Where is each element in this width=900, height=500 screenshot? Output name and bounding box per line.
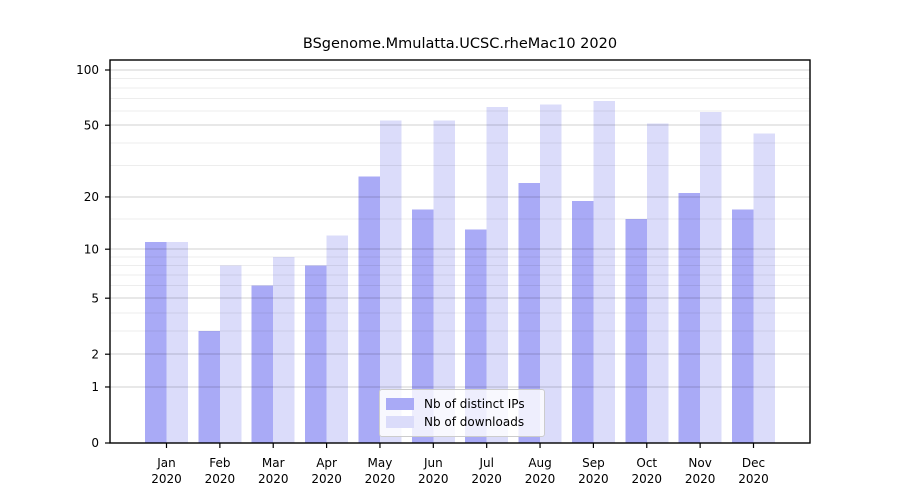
y-tick-label-100: 100 (76, 63, 99, 77)
legend: Nb of distinct IPs Nb of downloads (379, 389, 545, 437)
legend-label-distinct-ips: Nb of distinct IPs (424, 397, 525, 411)
x-tick-label-feb-2020: Feb 2020 (205, 456, 236, 486)
bar-nb-of-downloads-oct-2020 (646, 123, 669, 443)
bar-nb-of-distinct-ips-apr-2020 (305, 265, 327, 443)
x-tick-label-jun-2020: Jun 2020 (418, 456, 449, 486)
legend-swatch-downloads (386, 416, 414, 428)
x-tick-label-apr-2020: Apr 2020 (311, 456, 342, 486)
bar-nb-of-downloads-mar-2020 (273, 256, 295, 443)
bar-nb-of-distinct-ips-aug-2020 (518, 182, 541, 443)
bar-nb-of-distinct-ips-feb-2020 (198, 330, 220, 443)
bar-nb-of-downloads-jan-2020 (166, 242, 188, 443)
x-tick-label-jan-2020: Jan 2020 (151, 456, 182, 486)
y-tick-label-0: 0 (91, 436, 99, 450)
legend-item-distinct-ips: Nb of distinct IPs (386, 396, 536, 412)
bar-nb-of-downloads-jun-2020 (433, 120, 455, 443)
bar-nb-of-downloads-dec-2020 (753, 133, 775, 443)
bar-nb-of-distinct-ips-jan-2020 (145, 242, 167, 443)
x-tick-label-dec-2020: Dec 2020 (738, 456, 769, 486)
plot-border (109, 59, 811, 444)
bar-nb-of-distinct-ips-mar-2020 (251, 285, 274, 443)
y-tick-label-50: 50 (84, 118, 99, 132)
bar-nb-of-downloads-apr-2020 (326, 235, 349, 443)
bar-nb-of-distinct-ips-jun-2020 (411, 209, 434, 443)
x-tick-label-mar-2020: Mar 2020 (258, 456, 289, 486)
x-tick-label-sep-2020: Sep 2020 (578, 456, 609, 486)
bar-nb-of-downloads-sep-2020 (593, 100, 615, 444)
legend-label-downloads: Nb of downloads (424, 415, 525, 429)
bar-nb-of-distinct-ips-oct-2020 (625, 218, 647, 443)
x-tick-label-oct-2020: Oct 2020 (631, 456, 662, 486)
legend-item-downloads: Nb of downloads (386, 414, 536, 430)
y-tick-label-20: 20 (84, 190, 99, 204)
legend-swatch-distinct-ips (386, 398, 414, 410)
bar-nb-of-distinct-ips-nov-2020 (678, 193, 701, 443)
bar-nb-of-distinct-ips-sep-2020 (571, 200, 594, 443)
x-tick-label-jul-2020: Jul 2020 (471, 456, 502, 486)
x-tick-label-may-2020: May 2020 (365, 456, 396, 486)
bar-nb-of-downloads-may-2020 (379, 120, 402, 443)
y-tick-label-2: 2 (91, 347, 99, 361)
bar-nb-of-downloads-feb-2020 (219, 265, 242, 443)
bar-nb-of-downloads-aug-2020 (540, 104, 562, 444)
y-tick-label-5: 5 (91, 291, 99, 305)
y-tick-label-10: 10 (84, 242, 99, 256)
bar-nb-of-downloads-nov-2020 (700, 112, 722, 443)
chart-title: BSgenome.Mmulatta.UCSC.rheMac10 2020 (302, 36, 618, 52)
bar-nb-of-distinct-ips-may-2020 (358, 176, 380, 443)
x-tick-label-nov-2020: Nov 2020 (685, 456, 716, 486)
bar-nb-of-distinct-ips-dec-2020 (732, 209, 754, 443)
y-tick-label-1: 1 (91, 380, 99, 394)
bar-nb-of-downloads-jul-2020 (486, 106, 509, 444)
x-tick-label-aug-2020: Aug 2020 (525, 456, 556, 486)
